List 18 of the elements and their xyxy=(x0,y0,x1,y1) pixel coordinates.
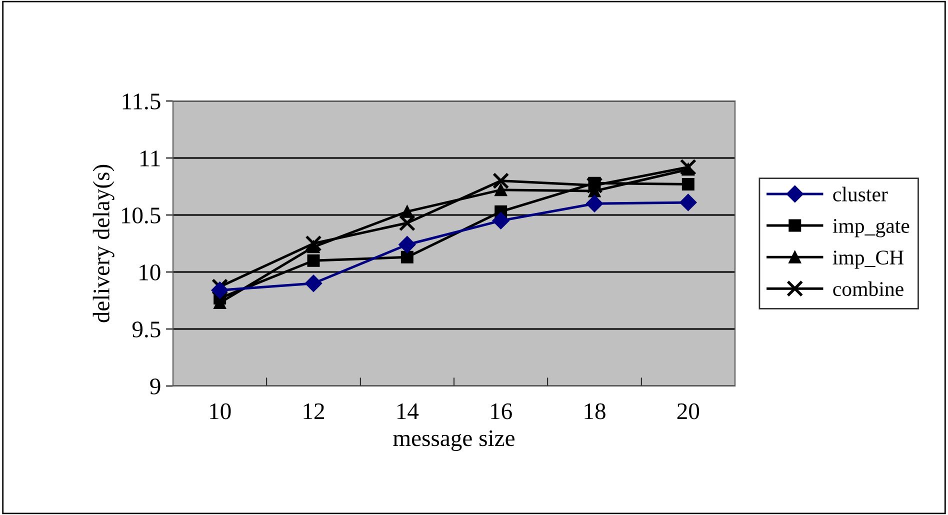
x-tick-label: 16 xyxy=(491,403,512,420)
y-tick-label: 10.5 xyxy=(122,207,160,224)
x-tick-label: 18 xyxy=(584,403,606,420)
y-tick-label: 9.5 xyxy=(132,322,160,338)
x-tick-label: 20 xyxy=(677,403,700,420)
x-tick-label: 14 xyxy=(397,403,419,420)
y-axis-title: delivery delay(s) xyxy=(92,164,114,322)
y-tick-label: 9 xyxy=(150,378,160,394)
legend-label: combine xyxy=(833,281,904,296)
x-tick-label: 12 xyxy=(304,403,324,420)
legend-label: imp_gate xyxy=(832,218,910,238)
y-tick-label: 11 xyxy=(140,150,160,166)
legend-label: imp_CH xyxy=(832,250,904,269)
y-tick-label: 11.5 xyxy=(122,94,160,110)
legend-label: cluster xyxy=(833,186,888,202)
y-tick-label: 10 xyxy=(140,264,160,280)
x-tick-label: 10 xyxy=(210,403,231,420)
x-axis-title: message size xyxy=(393,430,514,452)
